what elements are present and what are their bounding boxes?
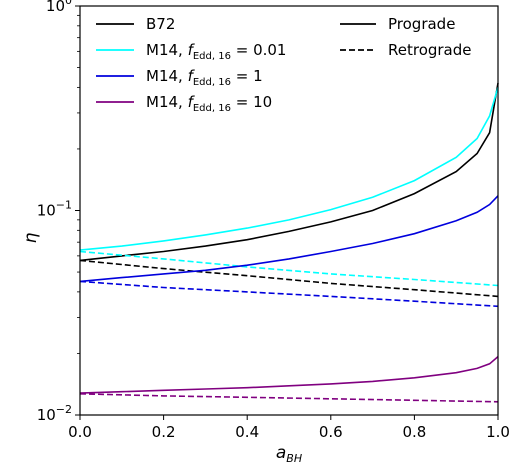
x-tick-label: 0.8 xyxy=(402,423,426,441)
x-axis-label: aBH xyxy=(276,443,302,465)
legend-label: M14, fEdd, 16 = 1 xyxy=(146,67,263,88)
x-tick-label: 0.4 xyxy=(235,423,259,441)
legend-label: Retrograde xyxy=(388,41,472,59)
series-line-1-solid xyxy=(79,82,499,262)
y-tick-label: 100 xyxy=(46,0,72,15)
series-line-8-dashed xyxy=(79,393,499,403)
x-tick-label: 0.6 xyxy=(319,423,343,441)
legend-label: M14, fEdd, 16 = 0.01 xyxy=(146,41,286,62)
y-tick-label: 10−1 xyxy=(37,199,72,220)
series-line-7-solid xyxy=(79,355,499,394)
series-line-3-solid xyxy=(79,87,499,251)
series-line-4-dashed xyxy=(79,250,499,287)
x-tick-label: 0.2 xyxy=(152,423,176,441)
series-line-5-solid xyxy=(79,195,499,283)
x-tick-label: 1.0 xyxy=(486,423,510,441)
y-tick-label: 10−2 xyxy=(37,403,72,424)
legend-label: B72 xyxy=(146,15,175,33)
ticks: 0.0 0.2 0.4 0.6 0.8 1.0 10−2 10−1 100 xyxy=(37,0,510,441)
legend-label: M14, fEdd, 16 = 10 xyxy=(146,93,272,114)
plot-lines xyxy=(79,82,499,403)
x-tick-label: 0.0 xyxy=(68,423,92,441)
series-line-2-dashed xyxy=(79,259,499,298)
plot-frame xyxy=(79,5,499,416)
y-axis-label: η xyxy=(21,232,41,243)
series-line-6-dashed xyxy=(79,280,499,308)
legend: B72 M14, fEdd, 16 = 0.01 M14, fEdd, 16 = 1… xyxy=(96,15,472,114)
legend-label: Prograde xyxy=(388,15,455,33)
